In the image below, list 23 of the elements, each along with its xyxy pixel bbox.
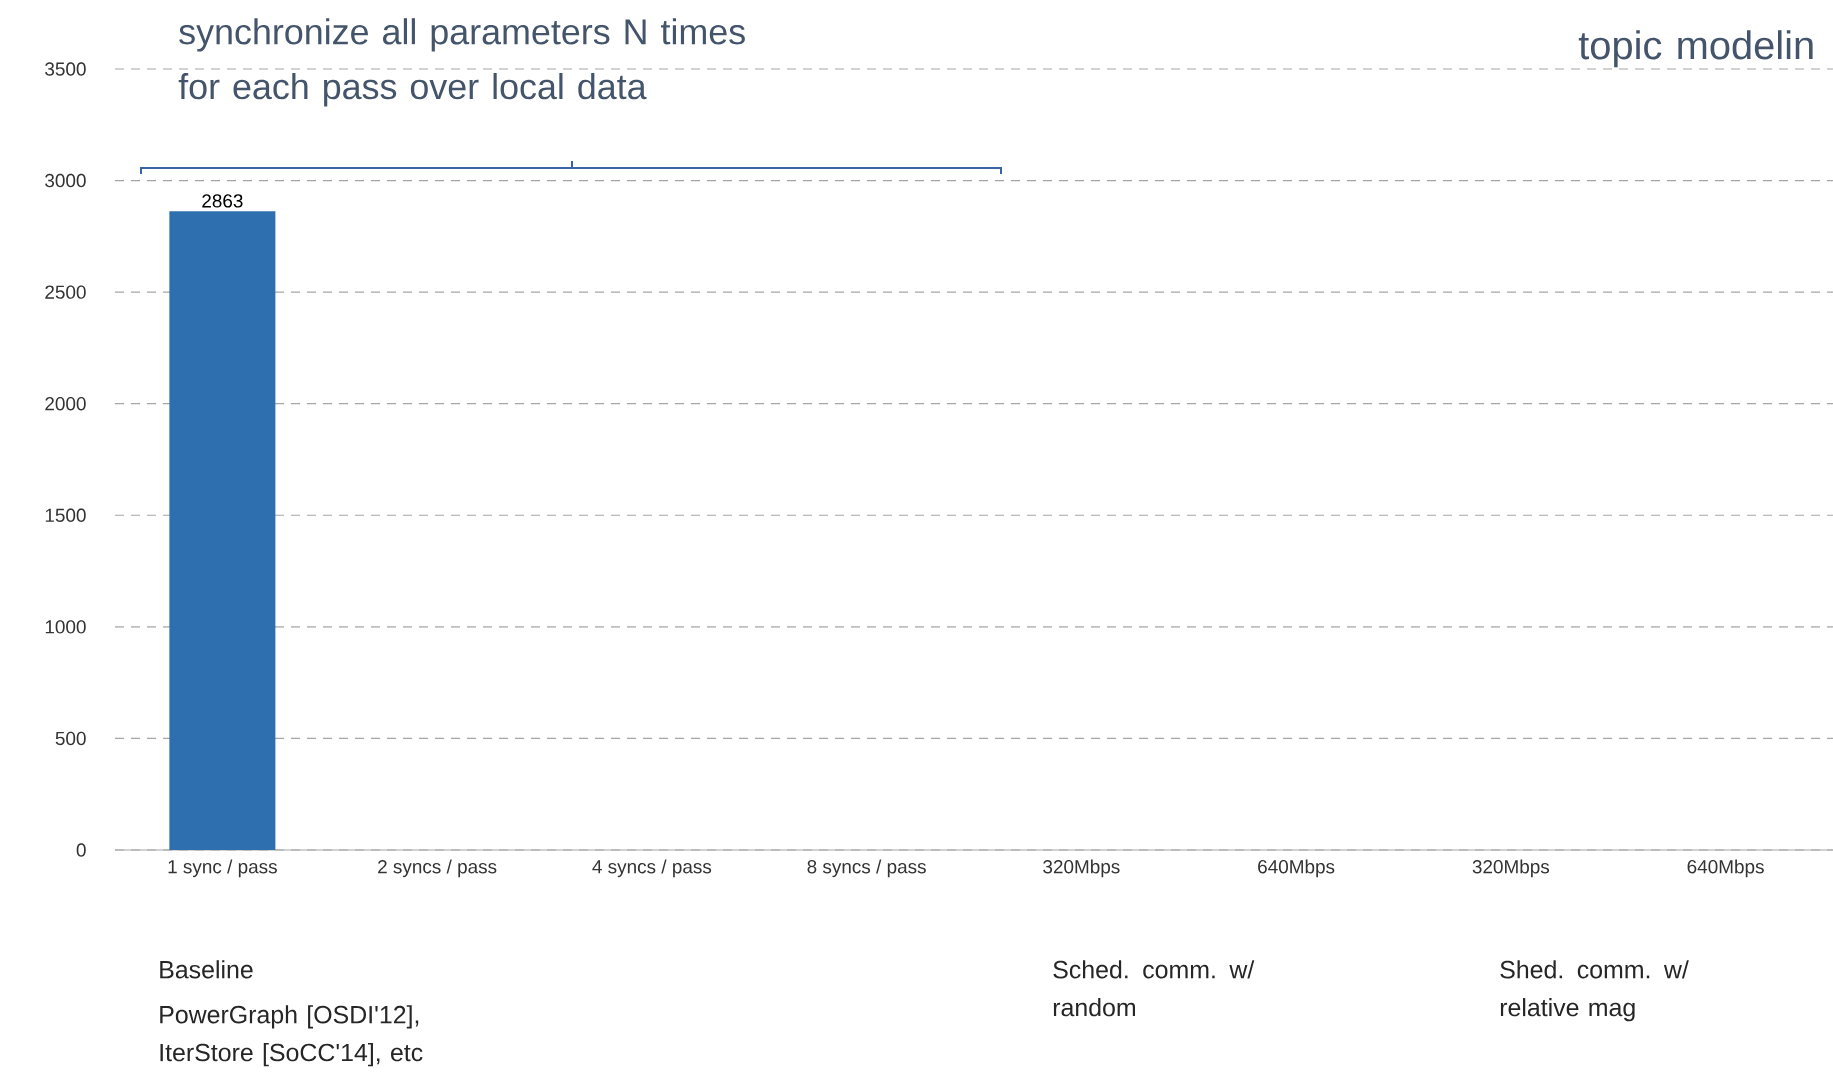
text: topic modelin [1578, 30, 1813, 68]
x-tick-label: 4 syncs / pass [592, 859, 712, 878]
x-tick-label: 2 syncs / pass [378, 859, 497, 878]
data-label: 2863 [202, 194, 243, 208]
x-tick-label: 8 syncs / pass [807, 859, 926, 878]
y-tick-label: 3500 [45, 62, 86, 76]
y-tick-label: 500 [55, 731, 86, 746]
y-tick-label: 0 [76, 843, 86, 857]
text: Shed. comm. w/ relative mag [1500, 960, 1689, 1022]
y-tick-label: 2000 [45, 397, 86, 411]
text: PowerGraph [OSDI'12], IterStore [SoCC'14], etc [160, 1005, 423, 1067]
text: Baseline [160, 960, 253, 979]
y-tick-label: 1500 [45, 508, 86, 522]
x-tick-label: 320Mbps [1472, 859, 1550, 878]
y-tick-label: 3000 [45, 173, 86, 188]
text: Sched. comm. w/ random [1053, 960, 1255, 1017]
x-tick-label: 1 sync / pass [168, 859, 277, 878]
x-tick-label: 320Mbps [1043, 859, 1120, 878]
y-tick-label: 1000 [45, 620, 86, 634]
x-tick-label: 640Mbps [1687, 859, 1764, 878]
x-tick-label: 640Mbps [1258, 859, 1335, 878]
annotation: synchronize all parameters N times for each pass over local data [178, 18, 745, 107]
y-tick-label: 2500 [45, 285, 86, 299]
